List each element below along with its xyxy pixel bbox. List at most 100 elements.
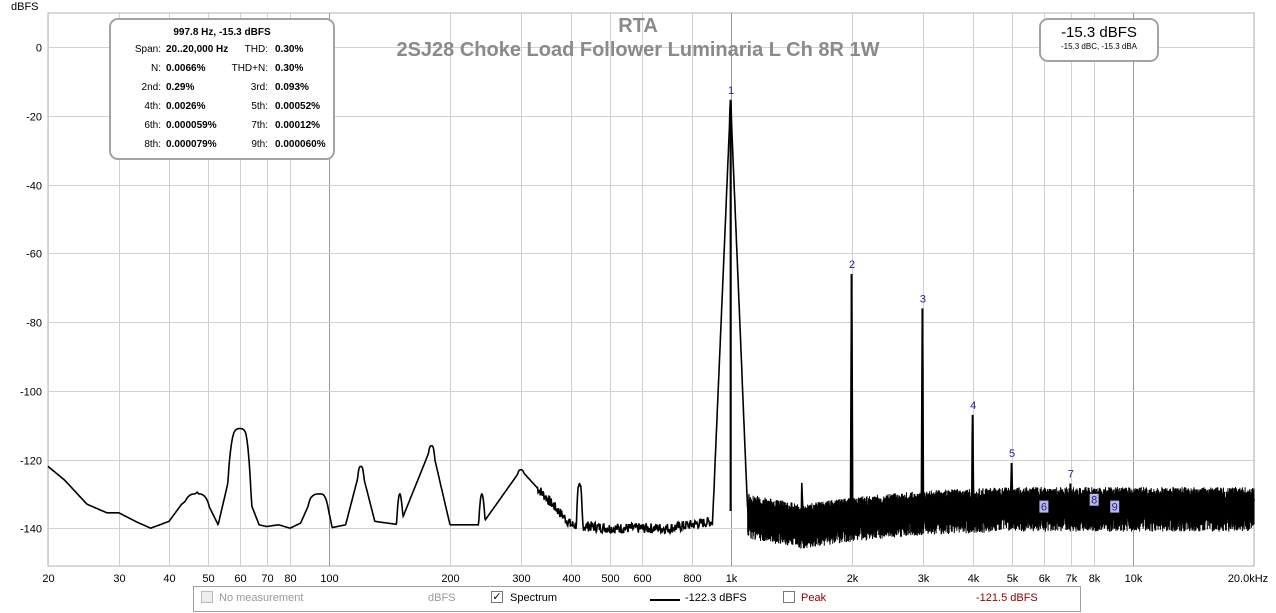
info-value: 0.00052% xyxy=(275,101,321,112)
info-value: 0.0066% xyxy=(166,63,206,74)
harmonic-label-6: 6 xyxy=(1041,502,1047,514)
harmonic-label-box-9 xyxy=(1110,500,1120,513)
x-tick-label: 3k xyxy=(918,573,930,585)
x-tick-label: 10k xyxy=(1125,573,1143,585)
harmonic-label-8: 8 xyxy=(1091,495,1097,507)
spectrum-noise-band xyxy=(747,486,1255,549)
x-tick-label: 20 xyxy=(42,573,54,585)
no-measurement-label: No measurement xyxy=(219,592,304,604)
x-tick-label: 400 xyxy=(562,573,580,585)
info-label: 7th: xyxy=(251,120,268,131)
info-value: 0.00012% xyxy=(275,120,321,131)
info-value: 0.30% xyxy=(275,44,304,55)
x-tick-label: 300 xyxy=(512,573,530,585)
x-tick-label: 600 xyxy=(633,573,651,585)
harmonic-label-3: 3 xyxy=(920,293,926,305)
harmonic-label-1: 1 xyxy=(728,85,734,97)
chart-subtitle: 2SJ28 Choke Load Follower Luminaria L Ch… xyxy=(396,39,879,61)
x-tick-label: 500 xyxy=(601,573,619,585)
info-label: N: xyxy=(151,63,161,74)
info-label: 9th: xyxy=(251,139,268,150)
info-label: 5th: xyxy=(251,101,268,112)
no-measurement-unit: dBFS xyxy=(428,592,456,604)
legend-bar: No measurement dBFS ✓ Spectrum -122.3 dB… xyxy=(193,586,1081,612)
x-tick-label: 1k xyxy=(726,573,738,585)
info-value: 0.000060% xyxy=(275,139,326,150)
spectrum-value: -122.3 dBFS xyxy=(685,592,747,604)
info-row: 6th: 0.000059% 7th: 0.00012% xyxy=(111,118,333,137)
spectrum-line-swatch xyxy=(650,599,680,601)
info-label: 6th: xyxy=(144,120,161,131)
x-tick-label: 8k xyxy=(1089,573,1101,585)
harmonic-label-2: 2 xyxy=(849,259,855,271)
x-tick-label: 20.0kHz xyxy=(1228,573,1268,585)
info-box-title: 997.8 Hz, -15.3 dBFS xyxy=(173,27,271,38)
info-row: N: 0.0066% THD+N: 0.30% xyxy=(111,61,333,80)
harmonic-label-box-6 xyxy=(1039,500,1049,513)
info-label: 4th: xyxy=(144,101,161,112)
peak-checkbox[interactable] xyxy=(783,591,795,603)
info-label: 2nd: xyxy=(141,82,161,93)
info-value: 0.000079% xyxy=(166,139,217,150)
x-axis: 20 30 40 50 60 70 80 100 200 300 400 500 600 800 1k 2k 3… xyxy=(42,573,1268,585)
level-readout-main: -15.3 dBFS xyxy=(1061,24,1137,41)
x-tick-label: 6k xyxy=(1039,573,1051,585)
level-readout-sub: -15.3 dBC, -15.3 dBA xyxy=(1060,42,1138,51)
x-tick-label: 60 xyxy=(234,573,246,585)
y-axis-label: dBFS xyxy=(11,1,39,13)
x-tick-label: 200 xyxy=(441,573,459,585)
harmonic-label-7: 7 xyxy=(1068,469,1074,481)
no-measurement-checkbox[interactable] xyxy=(201,591,213,603)
y-tick-label: 0 xyxy=(36,43,42,55)
info-value: 20..20,000 Hz xyxy=(166,44,229,55)
harmonic-labels: 1 2 3 4 5 6 7 8 9 xyxy=(728,85,1120,514)
x-tick-label: 30 xyxy=(113,573,125,585)
info-label: 8th: xyxy=(144,139,161,150)
info-value: 0.0026% xyxy=(166,101,206,112)
peak-label: Peak xyxy=(801,592,827,604)
y-tick-label: -140 xyxy=(20,524,42,536)
info-label: Span: xyxy=(134,44,161,55)
y-tick-label: -120 xyxy=(20,456,42,468)
x-tick-label: 40 xyxy=(163,573,175,585)
harmonic-label-box-8 xyxy=(1089,493,1099,506)
x-tick-label: 50 xyxy=(202,573,214,585)
info-label: THD: xyxy=(244,44,268,55)
y-tick-label: -40 xyxy=(26,181,42,193)
y-tick-label: -60 xyxy=(26,249,42,261)
x-tick-label: 100 xyxy=(320,573,338,585)
y-tick-label: -100 xyxy=(20,387,42,399)
info-row: Span: 20..20,000 Hz THD: 0.30% xyxy=(111,42,333,61)
chart-title: RTA xyxy=(618,15,658,37)
harmonic-label-4: 4 xyxy=(970,400,976,412)
y-tick-label: -20 xyxy=(26,112,42,124)
y-tick-label: -80 xyxy=(26,318,42,330)
x-tick-label: 5k xyxy=(1007,573,1019,585)
info-value: 0.30% xyxy=(275,63,304,74)
peak-value: -121.5 dBFS xyxy=(976,592,1038,604)
info-value: 0.093% xyxy=(275,82,309,93)
info-row: 2nd: 0.29% 3rd: 0.093% xyxy=(111,80,333,99)
spectrum-checkbox[interactable]: ✓ xyxy=(491,591,503,603)
x-tick-label: 70 xyxy=(261,573,273,585)
info-label: THD+N: xyxy=(231,63,268,74)
spectrum-series xyxy=(47,99,1255,549)
x-tick-label: 2k xyxy=(847,573,859,585)
spectrum-label: Spectrum xyxy=(510,592,558,604)
info-value: 0.29% xyxy=(166,82,195,93)
info-value: 0.000059% xyxy=(166,120,217,131)
info-row: 8th: 0.000079% 9th: 0.000060% xyxy=(111,137,333,156)
level-readout-box[interactable]: -15.3 dBFS -15.3 dBC, -15.3 dBA xyxy=(1039,18,1159,62)
grid xyxy=(47,12,1255,567)
x-tick-label: 800 xyxy=(683,573,701,585)
x-tick-label: 4k xyxy=(968,573,980,585)
harmonic-label-5: 5 xyxy=(1009,448,1015,460)
distortion-info-box[interactable]: 997.8 Hz, -15.3 dBFS Span: 20..20,000 Hz T… xyxy=(109,18,335,160)
harmonic-label-9: 9 xyxy=(1112,502,1118,514)
y-axis: 0 -20 -40 -60 -80 -100 -120 -140 xyxy=(20,43,42,536)
x-tick-label: 7k xyxy=(1066,573,1078,585)
x-tick-label: 80 xyxy=(284,573,296,585)
info-row: 4th: 0.0026% 5th: 0.00052% xyxy=(111,99,333,118)
info-label: 3rd: xyxy=(250,82,268,93)
